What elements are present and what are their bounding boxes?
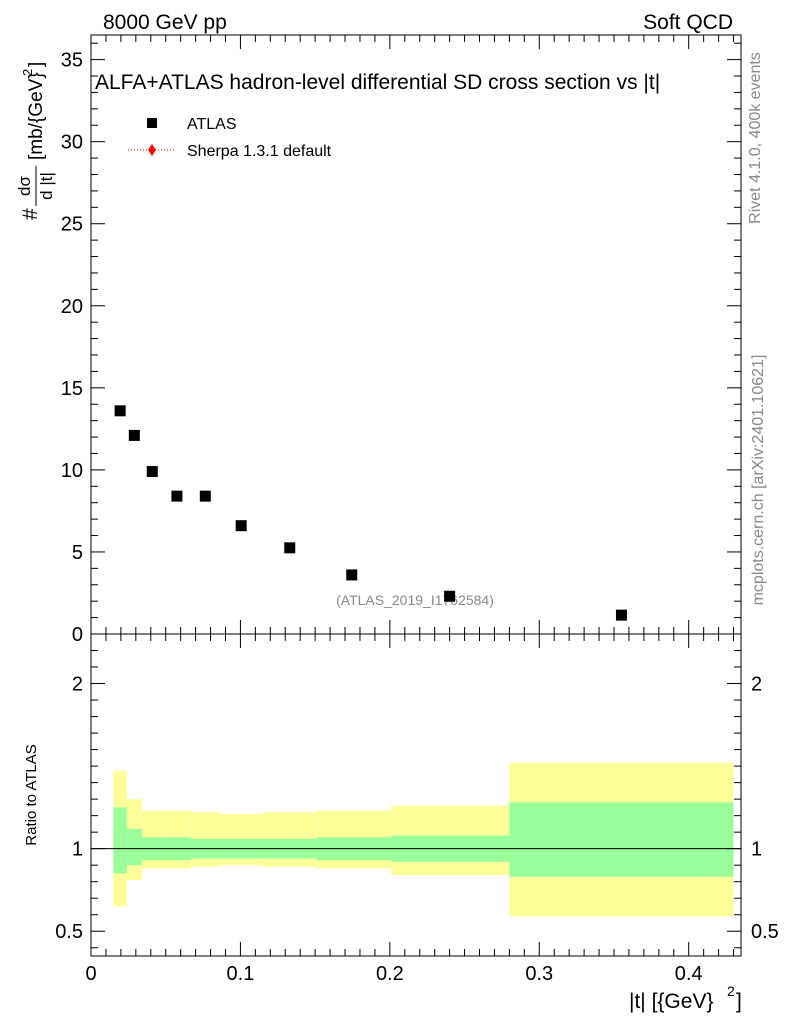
watermark: (ATLAS_2019_I1762584): [336, 592, 494, 608]
atlas-data-point: [235, 520, 247, 532]
atlas-data-point: [444, 590, 456, 602]
lower-ytick-label-right: 1: [751, 839, 762, 861]
ratio-stat-band: [509, 802, 734, 877]
mcplots-label: mcplots.cern.ch [arXiv:2401.10621]: [750, 355, 767, 606]
atlas-data-point: [146, 466, 158, 478]
upper-ylabel: # dσ d |t| [mb/{GeV} 2 ]: [15, 62, 56, 220]
upper-ytick-label: 10: [61, 460, 83, 482]
lower-ytick-label-right: 2: [751, 674, 762, 696]
ylabel-close: ]: [26, 62, 47, 67]
lower-ytick-label: 0.5: [55, 921, 83, 943]
xlabel: |t| [{GeV} 2 ]: [629, 983, 742, 1013]
xlabel-close: ]: [736, 990, 742, 1013]
upper-ytick-label: 5: [72, 542, 83, 564]
atlas-data-point: [128, 429, 140, 441]
header-left: 8000 GeV pp: [103, 11, 227, 34]
atlas-data-point: [284, 542, 296, 554]
xtick-label: 0: [85, 963, 96, 985]
upper-ytick-label: 0: [72, 624, 83, 646]
atlas-data-point: [346, 569, 358, 581]
ylabel-numerator: dσ: [15, 176, 34, 196]
legend-sherpa-label: Sherpa 1.3.1 default: [187, 143, 332, 160]
upper-ytick-label: 15: [61, 378, 83, 400]
ylabel-denominator: d |t|: [37, 172, 56, 200]
ratio-stat-band: [113, 807, 127, 874]
xlabel-main: |t| [{GeV}: [629, 990, 713, 1013]
legend: ATLAS Sherpa 1.3.1 default: [128, 116, 332, 160]
header-right: Soft QCD: [643, 11, 733, 34]
atlas-data-point: [171, 490, 183, 502]
lower-frame: [90, 633, 742, 957]
upper-ytick-label: 35: [61, 50, 83, 72]
xlabel-exp: 2: [727, 983, 735, 999]
xtick-label: 0.4: [675, 963, 703, 985]
ylabel-exp: 2: [20, 69, 35, 76]
legend-atlas-marker: [147, 118, 157, 128]
ylabel-unit: [mb/{GeV}: [26, 72, 47, 160]
upper-ytick-label: 25: [61, 214, 83, 236]
upper-ytick-label: 20: [61, 296, 83, 318]
xtick-label: 0.1: [227, 963, 255, 985]
lower-ytick-label: 2: [72, 674, 83, 696]
upper-ytick-label: 30: [61, 132, 83, 154]
ratio-stat-band: [126, 828, 142, 866]
lower-ylabel: Ratio to ATLAS: [23, 744, 40, 845]
lower-ytick-label-right: 0.5: [751, 921, 779, 943]
ylabel-hash: #: [19, 208, 42, 220]
legend-sherpa-marker: [148, 144, 156, 156]
xtick-label: 0.3: [525, 963, 553, 985]
rivet-label: Rivet 4.1.0, 400k events: [747, 52, 764, 224]
atlas-data-point: [615, 609, 627, 621]
xtick-label: 0.2: [376, 963, 404, 985]
plot-title: ALFA+ATLAS hadron-level differential SD …: [95, 71, 660, 94]
lower-ytick-label: 1: [72, 839, 83, 861]
legend-atlas-label: ATLAS: [187, 116, 237, 133]
atlas-data-point: [199, 490, 211, 502]
atlas-data-point: [114, 405, 126, 417]
